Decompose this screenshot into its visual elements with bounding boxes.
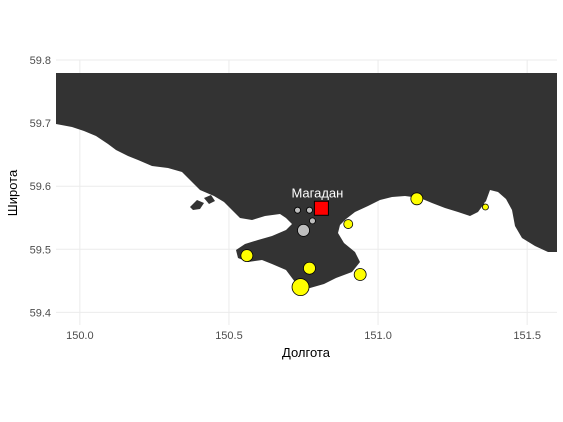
data-point bbox=[343, 219, 354, 229]
data-point bbox=[303, 261, 316, 275]
island-west-a bbox=[190, 200, 204, 210]
marker-layer bbox=[240, 192, 489, 297]
data-point bbox=[309, 217, 316, 225]
data-point bbox=[306, 206, 313, 214]
x-tick-label: 151.5 bbox=[513, 330, 541, 342]
data-point bbox=[294, 206, 301, 214]
data-point bbox=[482, 203, 489, 211]
y-axis-ticks: 59.4 59.5 59.6 59.7 59.8 bbox=[30, 55, 51, 319]
x-axis-ticks: 150.0 150.5 151.0 151.5 bbox=[66, 330, 541, 342]
x-tick-label: 150.0 bbox=[66, 330, 94, 342]
y-tick-label: 59.7 bbox=[30, 118, 51, 130]
island-west-b bbox=[204, 195, 215, 204]
land-mass bbox=[56, 73, 557, 288]
cape-east-gap bbox=[484, 197, 500, 208]
data-point bbox=[240, 249, 254, 262]
y-tick-label: 59.5 bbox=[30, 244, 51, 256]
data-point bbox=[297, 223, 310, 237]
y-axis-title: Широта bbox=[5, 169, 20, 216]
y-tick-label: 59.6 bbox=[30, 181, 51, 193]
y-tick-label: 59.8 bbox=[30, 55, 51, 67]
x-axis-title: Долгота bbox=[282, 345, 331, 360]
data-point bbox=[291, 278, 310, 297]
city-marker bbox=[313, 200, 329, 216]
x-tick-label: 150.5 bbox=[215, 330, 243, 342]
x-tick-label: 151.0 bbox=[364, 330, 392, 342]
y-tick-label: 59.4 bbox=[30, 307, 51, 319]
city-label: Магадан bbox=[291, 185, 343, 200]
city-layer: Магадан bbox=[291, 185, 343, 216]
data-point bbox=[410, 192, 424, 206]
data-point bbox=[353, 268, 367, 281]
